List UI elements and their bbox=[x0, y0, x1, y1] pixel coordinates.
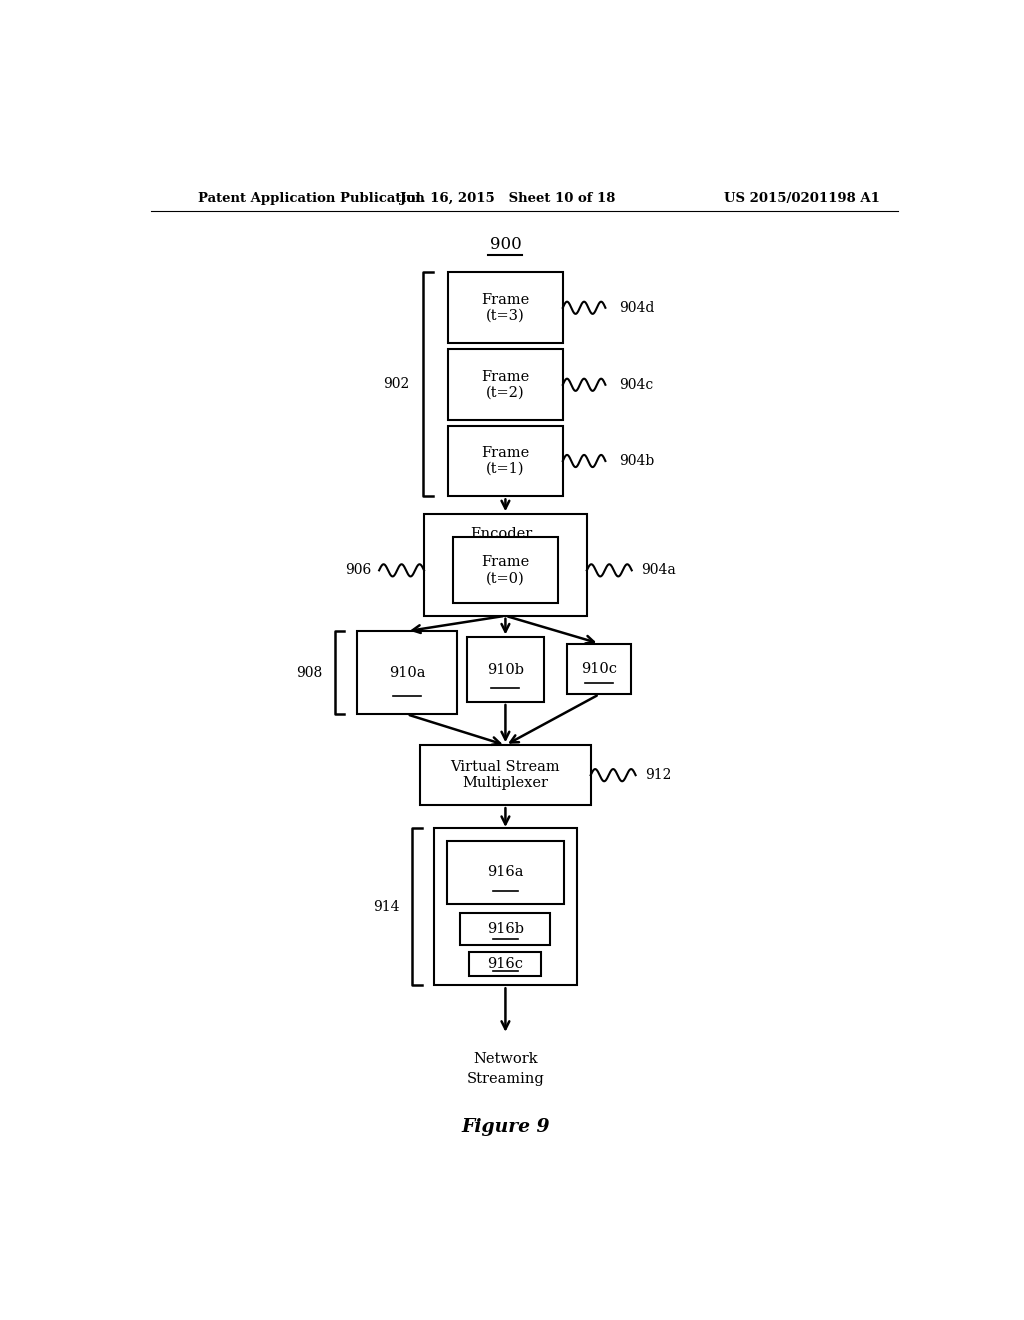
Text: Frame
(t=0): Frame (t=0) bbox=[481, 556, 529, 586]
Bar bbox=[434, 829, 578, 985]
Text: Encoder: Encoder bbox=[471, 528, 532, 541]
Bar bbox=[356, 631, 458, 714]
Text: Figure 9: Figure 9 bbox=[461, 1118, 550, 1137]
Text: 914: 914 bbox=[373, 900, 399, 913]
Text: 916a: 916a bbox=[487, 865, 523, 879]
Text: 904c: 904c bbox=[620, 378, 653, 392]
Text: Streaming: Streaming bbox=[467, 1072, 545, 1085]
Bar bbox=[467, 638, 544, 702]
Bar bbox=[420, 744, 591, 805]
Text: Jul. 16, 2015   Sheet 10 of 18: Jul. 16, 2015 Sheet 10 of 18 bbox=[400, 191, 615, 205]
Text: 908: 908 bbox=[296, 665, 323, 680]
Bar bbox=[469, 952, 542, 977]
Text: 916c: 916c bbox=[487, 957, 523, 970]
Text: Network: Network bbox=[473, 1052, 538, 1067]
Bar bbox=[449, 350, 563, 420]
Text: 906: 906 bbox=[345, 564, 372, 577]
Text: 910b: 910b bbox=[487, 663, 524, 677]
Text: 904d: 904d bbox=[620, 301, 654, 314]
Text: 912: 912 bbox=[645, 768, 672, 783]
Text: 910a: 910a bbox=[389, 665, 425, 680]
Text: 900: 900 bbox=[489, 236, 521, 253]
Text: US 2015/0201198 A1: US 2015/0201198 A1 bbox=[724, 191, 880, 205]
Text: 910c: 910c bbox=[582, 661, 617, 676]
Bar bbox=[447, 841, 563, 904]
Text: Virtual Stream
Multiplexer: Virtual Stream Multiplexer bbox=[451, 760, 560, 791]
Text: 916b: 916b bbox=[487, 923, 524, 936]
Text: Patent Application Publication: Patent Application Publication bbox=[198, 191, 425, 205]
Text: 902: 902 bbox=[383, 378, 410, 392]
Text: Frame
(t=2): Frame (t=2) bbox=[481, 370, 529, 400]
Text: Frame
(t=3): Frame (t=3) bbox=[481, 293, 529, 323]
Text: Frame
(t=1): Frame (t=1) bbox=[481, 446, 529, 477]
Bar bbox=[453, 537, 558, 603]
Bar bbox=[449, 425, 563, 496]
Bar bbox=[424, 513, 587, 615]
Bar bbox=[461, 913, 550, 945]
Text: 904a: 904a bbox=[641, 564, 676, 577]
Bar bbox=[449, 272, 563, 343]
Bar bbox=[567, 644, 631, 694]
Text: 904b: 904b bbox=[620, 454, 654, 469]
